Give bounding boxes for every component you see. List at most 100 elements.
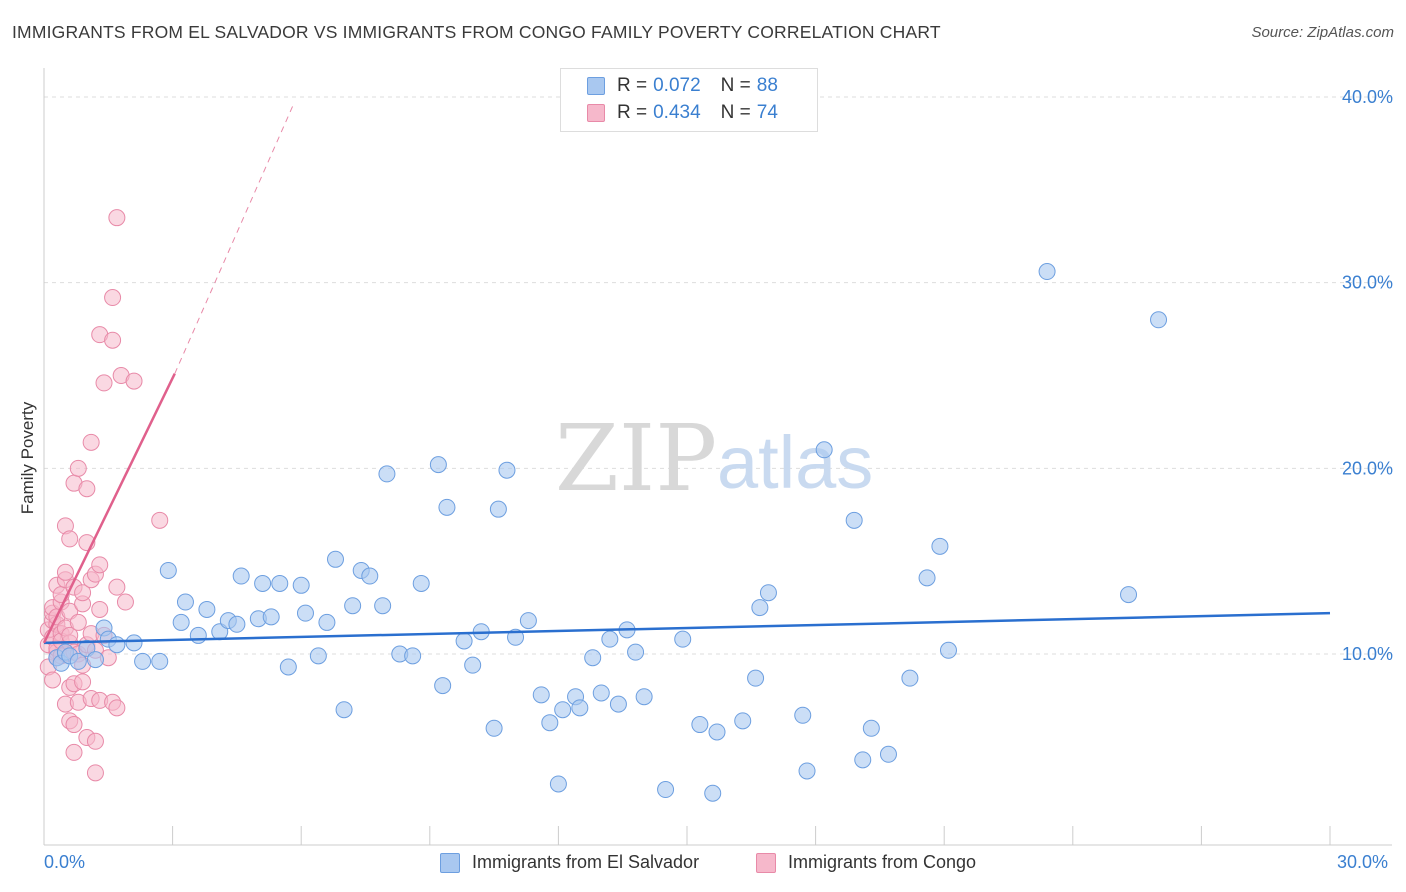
data-point-el-salvador	[374, 597, 392, 615]
data-point-el-salvador	[691, 716, 709, 734]
data-point-congo	[61, 530, 79, 548]
x-tick-label-max: 30.0%	[1337, 852, 1389, 872]
data-point-congo	[74, 673, 92, 691]
data-point-el-salvador	[262, 608, 280, 626]
data-point-el-salvador	[747, 669, 765, 687]
chart-title: IMMIGRANTS FROM EL SALVADOR VS IMMIGRANT…	[12, 22, 941, 42]
legend-row-el-salvador: R = 0.072 N = 88	[587, 74, 778, 98]
data-point-el-salvador	[309, 647, 327, 665]
data-point-el-salvador	[704, 784, 722, 802]
data-point-el-salvador	[412, 574, 430, 592]
data-point-el-salvador	[845, 511, 863, 529]
legend-n-label: N =	[720, 75, 751, 96]
data-point-el-salvador	[69, 652, 87, 670]
x-axis-ticks	[43, 826, 1331, 845]
bottom-legend-label: Immigrants from Congo	[788, 852, 977, 872]
data-point-el-salvador	[794, 706, 812, 724]
data-point-el-salvador	[1038, 263, 1056, 281]
legend-n-value: 74	[756, 102, 778, 123]
data-point-congo	[69, 613, 87, 631]
data-point-el-salvador	[734, 712, 752, 730]
data-point-el-salvador	[172, 613, 190, 631]
data-point-congo	[91, 556, 109, 574]
trend-lines	[42, 106, 1331, 645]
data-point-el-salvador	[592, 684, 610, 702]
legend-r-label: R =	[617, 102, 648, 123]
data-point-congo	[44, 671, 62, 689]
legend-r-label: R =	[617, 75, 648, 96]
bottom-legend-el-salvador[interactable]: Immigrants from El Salvador	[440, 852, 699, 873]
data-point-el-salvador	[708, 723, 726, 741]
series-congo-points	[39, 209, 169, 782]
data-point-el-salvador	[939, 641, 957, 659]
series-el-salvador-points	[48, 263, 1168, 802]
data-point-el-salvador	[335, 701, 353, 719]
data-point-el-salvador	[86, 651, 104, 669]
data-point-congo	[125, 372, 143, 390]
data-point-el-salvador	[318, 613, 336, 631]
data-point-el-salvador	[344, 597, 362, 615]
data-point-el-salvador	[159, 561, 177, 579]
data-point-el-salvador	[532, 686, 550, 704]
data-point-el-salvador	[189, 626, 207, 644]
data-point-congo	[108, 209, 126, 227]
data-point-el-salvador	[485, 719, 503, 737]
y-tick-label: 10.0%	[1342, 644, 1393, 664]
data-point-el-salvador	[554, 701, 572, 719]
data-point-el-salvador	[232, 567, 250, 585]
data-point-el-salvador	[361, 567, 379, 585]
data-point-el-salvador	[541, 714, 559, 732]
legend-r-value: 0.434	[653, 102, 701, 123]
data-point-el-salvador	[549, 775, 567, 793]
data-point-el-salvador	[176, 593, 194, 611]
data-point-el-salvador	[378, 465, 396, 483]
data-point-el-salvador	[404, 647, 422, 665]
x-tick-label-min: 0.0%	[44, 852, 86, 872]
legend-row-congo: R = 0.434 N = 74	[587, 101, 778, 125]
data-point-el-salvador	[254, 574, 272, 592]
data-point-el-salvador	[198, 600, 216, 618]
data-point-el-salvador	[918, 569, 936, 587]
data-point-el-salvador	[931, 537, 949, 555]
data-point-el-salvador	[296, 604, 314, 622]
data-point-congo	[104, 331, 122, 349]
data-point-el-salvador	[901, 669, 919, 687]
source-note: Source: ZipAtlas.com	[1251, 24, 1394, 41]
legend-swatch-pink	[587, 104, 605, 122]
data-point-congo	[151, 511, 169, 529]
data-point-congo	[65, 743, 83, 761]
y-tick-label: 20.0%	[1342, 458, 1393, 478]
data-point-congo	[56, 563, 74, 581]
data-point-congo	[116, 593, 134, 611]
watermark: ZIP atlas	[555, 405, 873, 512]
data-point-el-salvador	[879, 745, 897, 763]
axes	[43, 68, 1392, 846]
data-point-el-salvador	[434, 677, 452, 695]
data-point-congo	[108, 578, 126, 596]
data-point-el-salvador	[1150, 311, 1168, 329]
data-point-el-salvador	[584, 649, 602, 667]
bottom-legend-label: Immigrants from El Salvador	[472, 852, 700, 872]
data-point-el-salvador	[292, 576, 310, 594]
data-point-congo	[69, 459, 87, 477]
data-point-congo	[91, 600, 109, 618]
legend-n-value: 88	[756, 75, 778, 96]
watermark-atlas: atlas	[717, 421, 873, 504]
data-point-el-salvador	[125, 634, 143, 652]
bottom-legend-congo[interactable]: Immigrants from Congo	[756, 852, 976, 873]
data-point-el-salvador	[279, 658, 297, 676]
grid-lines	[44, 96, 1392, 655]
data-point-congo	[78, 480, 96, 498]
data-point-congo	[108, 699, 126, 717]
data-point-el-salvador	[1120, 586, 1138, 604]
data-point-el-salvador	[798, 762, 816, 780]
data-point-el-salvador	[815, 441, 833, 459]
data-point-el-salvador	[751, 599, 769, 617]
data-point-el-salvador	[151, 652, 169, 670]
data-point-congo	[65, 716, 83, 734]
data-point-el-salvador	[464, 656, 482, 674]
trend-line-congo	[42, 373, 176, 644]
data-point-el-salvador	[455, 632, 473, 650]
data-point-el-salvador	[862, 719, 880, 737]
